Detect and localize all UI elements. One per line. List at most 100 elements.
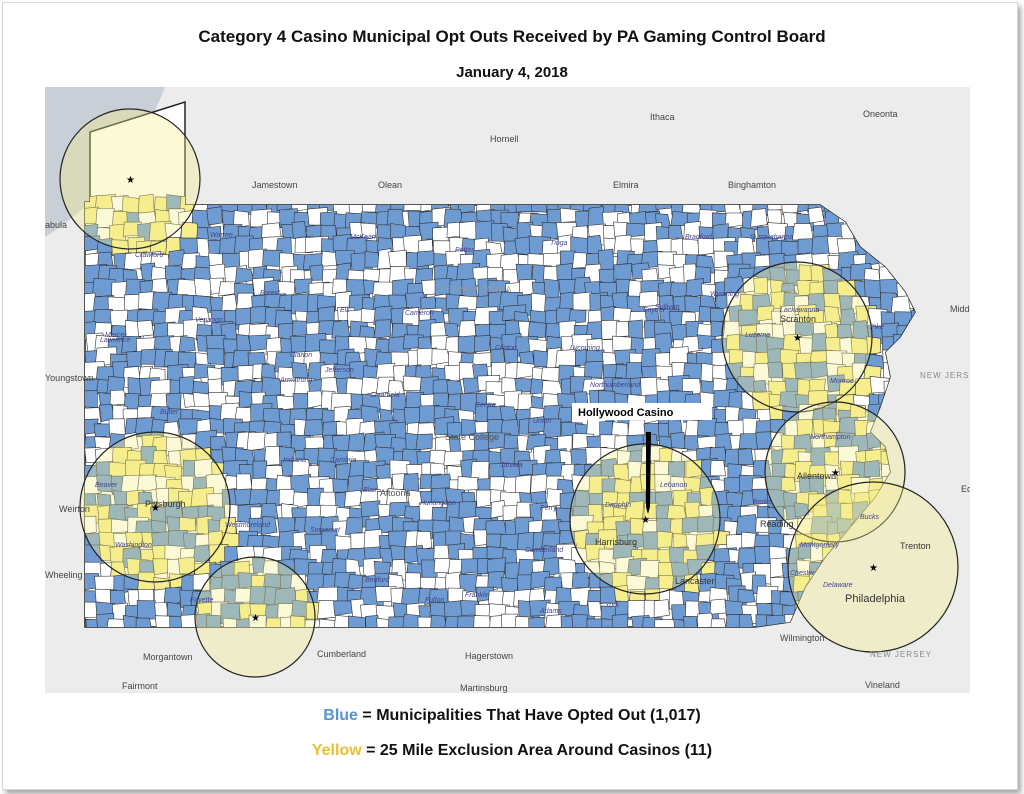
municipality-shape [93, 308, 113, 325]
municipality-shape [85, 515, 97, 535]
city-label: Allentown [797, 471, 836, 481]
county-label: Beaver [95, 482, 118, 489]
exclusion-circle [764, 401, 906, 543]
exclusion-circle [194, 556, 316, 678]
municipality-shape [458, 320, 477, 339]
city-label: Altoona [380, 488, 411, 498]
exclusion-circle [79, 431, 231, 583]
hollywood-casino-callout[interactable]: Hollywood Casino [572, 403, 712, 514]
city-label: Ed [961, 484, 970, 494]
county-label: Franklin [465, 592, 490, 599]
municipality-shape [737, 309, 761, 327]
municipality-shape [106, 618, 126, 627]
municipality-shape [304, 619, 323, 627]
municipality-shape [685, 278, 705, 298]
municipality-shape [388, 249, 407, 268]
legend-yellow-text: = 25 Mile Exclusion Area Around Casinos … [361, 742, 713, 759]
county-label: Lycoming [570, 345, 600, 352]
county-label: Berks [753, 499, 771, 506]
city-label: Oneonta [863, 109, 898, 119]
municipality-shape [218, 281, 237, 297]
county-label: Centre [475, 402, 496, 409]
municipality-shape [109, 389, 127, 406]
municipality-shape [191, 306, 211, 324]
city-label: Wilmington [780, 633, 825, 643]
city-label: Ithaca [650, 112, 675, 122]
legend-yellow-word: Yellow [311, 742, 362, 759]
county-label: Forest [260, 290, 281, 297]
municipality-shape [656, 530, 673, 549]
municipality-shape [248, 614, 267, 627]
county-label: Clinton [495, 345, 517, 352]
county-label: Bucks [860, 514, 880, 521]
map-canvas[interactable]: ★ ★ ★ ★ ★ ★ ★ Ithaca Oneonta Hornell Jamestown… [45, 87, 970, 693]
casino-star-icon: ★ [641, 515, 650, 526]
region-label: NEW JERSEY [870, 650, 932, 659]
municipality-shape [178, 516, 196, 533]
municipality-shape [737, 448, 754, 466]
county-label: Luzerne [745, 332, 770, 339]
municipality-shape [863, 459, 881, 477]
municipality-shape [766, 209, 782, 226]
city-label: Elmira [613, 180, 639, 190]
casino-star-icon: ★ [869, 563, 878, 574]
county-label: Tioga [550, 240, 568, 247]
municipality-shape [709, 307, 726, 324]
municipality-shape [125, 531, 144, 548]
municipality-shape [568, 309, 587, 325]
legend-exclusion: Yellow = 25 Mile Exclusion Area Around C… [0, 742, 1024, 760]
municipality-shape [750, 208, 768, 228]
municipality-shape [347, 615, 366, 627]
county-label: Lebanon [660, 482, 687, 489]
municipality-shape [462, 377, 483, 394]
municipality-shape [448, 516, 465, 533]
municipality-shape [501, 613, 520, 627]
municipality-shape [694, 266, 712, 284]
county-label: Blair [363, 487, 378, 494]
county-label: Butler [160, 409, 179, 416]
municipality-shape [345, 517, 364, 535]
municipality-shape [654, 619, 677, 627]
municipality-shape [571, 572, 590, 589]
county-label: Somerset [310, 527, 341, 534]
county-label: Lackawanna [780, 307, 819, 314]
county-label: Perry [540, 505, 557, 512]
municipality-shape [738, 613, 754, 627]
municipality-shape [163, 587, 182, 606]
county-label: Washington [115, 542, 152, 549]
municipality-shape [416, 250, 437, 268]
callout-label: Hollywood Casino [578, 407, 674, 419]
municipality-shape [653, 599, 670, 618]
casino-star-icon: ★ [793, 333, 802, 344]
legend-opted-out: Blue = Municipalities That Have Opted Ou… [0, 707, 1024, 725]
casino-star-icon: ★ [151, 503, 160, 514]
county-label: Cambria [330, 457, 357, 464]
municipality-shape [755, 431, 773, 450]
municipality-shape [206, 347, 225, 365]
municipality-shape [527, 321, 547, 340]
county-label: Huntingdon [420, 500, 456, 507]
county-label: Crawford [135, 252, 165, 259]
county-label: Dauphin [605, 502, 631, 509]
municipality-shape [627, 600, 647, 618]
county-label: Clearfield [370, 392, 401, 399]
municipality-shape [611, 613, 629, 627]
municipality-shape [583, 360, 604, 379]
municipality-shape [571, 614, 588, 627]
municipality-shape [670, 432, 686, 449]
city-label: Fairmont [122, 681, 158, 691]
county-label: Potter [455, 247, 474, 254]
municipality-shape [360, 405, 380, 424]
municipality-shape [457, 335, 478, 354]
municipality-shape [235, 307, 253, 326]
municipality-shape [260, 516, 278, 536]
county-label: McKean [350, 234, 376, 241]
county-label: Adams [539, 608, 562, 615]
municipality-shape [179, 376, 195, 395]
municipality-shape [291, 221, 307, 239]
city-label: Scranton [780, 314, 816, 324]
exclusion-circle [569, 443, 721, 595]
county-label: Elk [340, 307, 350, 314]
municipality-shape [710, 618, 727, 627]
municipality-shape [516, 362, 536, 379]
